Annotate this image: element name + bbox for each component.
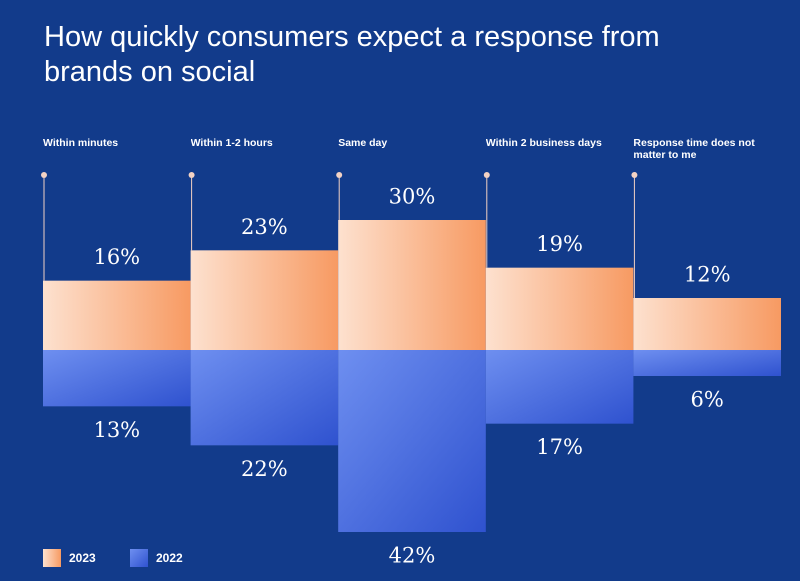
legend-label: 2023 — [69, 551, 96, 565]
bar-2023 — [633, 298, 781, 350]
legend-swatch — [130, 549, 148, 567]
title-box: How quickly consumers expect a response … — [44, 21, 660, 88]
bar-2023 — [338, 220, 486, 350]
category-label: Within 2 business days — [485, 137, 602, 149]
category-label: Within 1-2 hours — [190, 137, 273, 149]
value-label: 16% — [93, 245, 140, 269]
bar-2022 — [43, 350, 191, 407]
bar-2023 — [485, 267, 634, 350]
value-label: 19% — [536, 232, 583, 256]
pin-head — [336, 172, 343, 178]
category-box: Within 1-2 hours — [190, 137, 273, 149]
bar-2023 — [43, 280, 191, 350]
category-label: Within minutes — [43, 137, 119, 149]
category-label: Response time does not matter to me — [633, 137, 755, 161]
category-box: Within 2 business days — [485, 137, 602, 149]
value-label: 23% — [241, 215, 288, 239]
category-label: Same day — [338, 137, 388, 149]
value-label: 12% — [684, 263, 731, 287]
value-label: 42% — [389, 544, 436, 568]
pin-head — [483, 172, 490, 178]
legend-swatch — [43, 549, 61, 567]
bar-2022 — [338, 350, 486, 532]
category-box: Same day — [338, 137, 388, 149]
legend-label: 2022 — [156, 551, 183, 565]
value-label: 17% — [536, 435, 583, 459]
value-label: 22% — [241, 457, 288, 481]
value-label: 6% — [691, 388, 724, 412]
bar-2022 — [633, 350, 781, 376]
pin-head — [41, 172, 47, 178]
pin-head — [631, 172, 638, 178]
bar-2022 — [485, 350, 634, 424]
chart-title: How quickly consumers expect a response … — [44, 21, 660, 88]
category-box: Within minutes — [43, 137, 119, 149]
value-label: 30% — [389, 185, 436, 209]
category-box: Response time does not matter to me — [633, 137, 755, 161]
pin-head — [188, 172, 195, 178]
bar-2023 — [190, 250, 339, 350]
bar-2022 — [190, 350, 339, 446]
value-label: 13% — [93, 418, 140, 442]
